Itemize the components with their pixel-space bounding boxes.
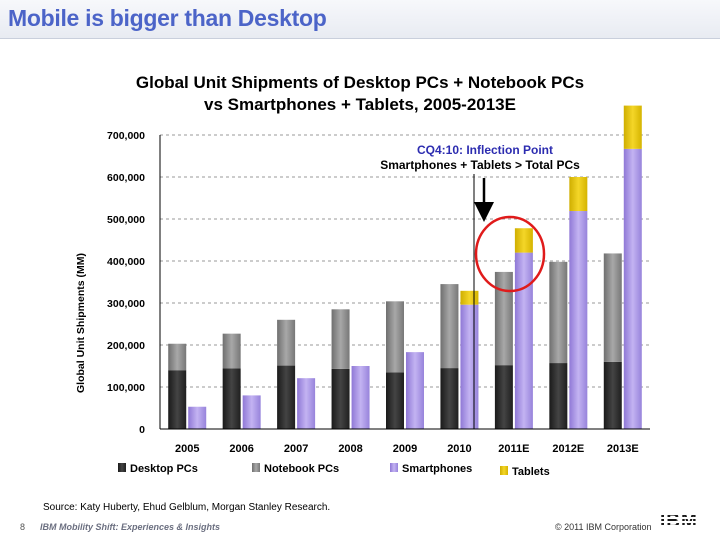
y-tick-label: 600,000 — [107, 172, 145, 184]
bar-smartphones-2010 — [460, 304, 479, 429]
y-tick-label: 300,000 — [107, 298, 145, 310]
legend-swatch-notebook-pcs — [252, 463, 260, 472]
bar-desktop-pcs-2012e — [549, 363, 568, 429]
x-tick-label: 2009 — [393, 443, 417, 455]
y-tick-label: 700,000 — [107, 130, 145, 142]
bar-smartphones-2012e — [569, 211, 588, 429]
x-tick-label: 2012E — [552, 443, 584, 455]
bar-desktop-pcs-2007 — [277, 365, 296, 429]
gridlines — [160, 134, 650, 388]
bar-smartphones-2005 — [188, 406, 207, 429]
legend-swatch-tablets — [500, 466, 508, 475]
bar-desktop-pcs-2006 — [222, 368, 241, 429]
legend-label-notebook-pcs: Notebook PCs — [264, 463, 339, 475]
legend-label-smartphones: Smartphones — [402, 463, 472, 475]
x-tick-label: 2011E — [498, 443, 529, 455]
legend-swatch-desktop-pcs — [118, 463, 126, 472]
legend-swatch-smartphones — [390, 463, 398, 472]
x-tick-label: 2006 — [229, 443, 253, 455]
bars — [168, 105, 642, 430]
bar-smartphones-2013e — [623, 148, 642, 430]
bar-desktop-pcs-2009 — [386, 372, 404, 429]
footer-caption: IBM Mobility Shift: Experiences & Insigh… — [40, 522, 221, 532]
bar-desktop-pcs-2013e — [603, 361, 622, 429]
bar-smartphones-2007 — [297, 378, 316, 429]
bar-notebook-pcs-2008 — [331, 309, 350, 369]
bar-desktop-pcs-2005 — [168, 370, 187, 429]
bar-smartphones-2009 — [406, 352, 424, 429]
ibm-logo: IBM — [660, 511, 698, 532]
y-axis-ticks: 0 100,000 200,000 300,000 400,000 500,000 600,… — [107, 130, 145, 436]
annotation-line-1: CQ4:10: Inflection Point — [417, 143, 553, 157]
bar-desktop-pcs-2010 — [440, 368, 459, 429]
bar-notebook-pcs-2013e — [603, 253, 622, 362]
bar-tablets-2011e — [514, 228, 533, 253]
y-tick-label: 0 — [139, 424, 145, 436]
bar-notebook-pcs-2011e — [494, 271, 513, 366]
bar-smartphones-2008 — [351, 366, 370, 429]
bar-tablets-2013e — [623, 105, 642, 149]
x-tick-label: 2007 — [284, 443, 308, 455]
highlight-circle — [474, 215, 546, 293]
footer-copyright: © 2011 IBM Corporation — [555, 522, 652, 532]
legend-label-tablets: Tablets — [512, 466, 550, 478]
legend-label-desktop-pcs: Desktop PCs — [130, 463, 198, 475]
x-tick-label: 2010 — [447, 443, 471, 455]
inflection-annotation: CQ4:10: Inflection Point Smartphones + T… — [380, 143, 580, 429]
bar-notebook-pcs-2007 — [277, 319, 296, 366]
page-number: 8 — [20, 522, 26, 532]
x-tick-label: 2005 — [175, 443, 199, 455]
bar-tablets-2010 — [460, 290, 479, 305]
legend: Desktop PCs Notebook PCs Smartphones Tablet… — [118, 463, 550, 478]
slide-header: Mobile is bigger than Desktop — [0, 0, 720, 39]
chart-title-line-2: vs Smartphones + Tablets, 2005-2013E — [204, 95, 516, 114]
bar-desktop-pcs-2008 — [331, 368, 350, 429]
annotation-line-2: Smartphones + Tablets > Total PCs — [380, 158, 580, 172]
bar-tablets-2012e — [569, 177, 588, 212]
x-axis-ticks: 2005 2006 2007 2008 2009 2010 2011E 2012E 2013E — [175, 443, 639, 455]
bar-smartphones-2006 — [242, 395, 261, 429]
source-note: Source: Katy Huberty, Ehud Gelblum, Morg… — [43, 502, 331, 513]
chart-title-line-1: Global Unit Shipments of Desktop PCs + N… — [136, 73, 584, 92]
bar-desktop-pcs-2011e — [494, 365, 513, 429]
x-tick-label: 2013E — [607, 443, 639, 455]
y-tick-label: 500,000 — [107, 214, 145, 226]
bar-notebook-pcs-2006 — [222, 333, 241, 369]
bar-notebook-pcs-2012e — [549, 261, 568, 364]
slide-title: Mobile is bigger than Desktop — [8, 5, 327, 31]
y-tick-label: 400,000 — [107, 256, 145, 268]
shipments-chart: Global Unit Shipments of Desktop PCs + N… — [75, 73, 650, 478]
y-axis-label: Global Unit Shipments (MM) — [75, 253, 87, 393]
bar-smartphones-2011e — [514, 252, 533, 429]
x-tick-label: 2008 — [338, 443, 362, 455]
y-tick-label: 100,000 — [107, 382, 145, 394]
bar-notebook-pcs-2005 — [168, 343, 187, 371]
bar-notebook-pcs-2010 — [440, 284, 459, 369]
y-tick-label: 200,000 — [107, 340, 145, 352]
bar-notebook-pcs-2009 — [386, 301, 404, 373]
